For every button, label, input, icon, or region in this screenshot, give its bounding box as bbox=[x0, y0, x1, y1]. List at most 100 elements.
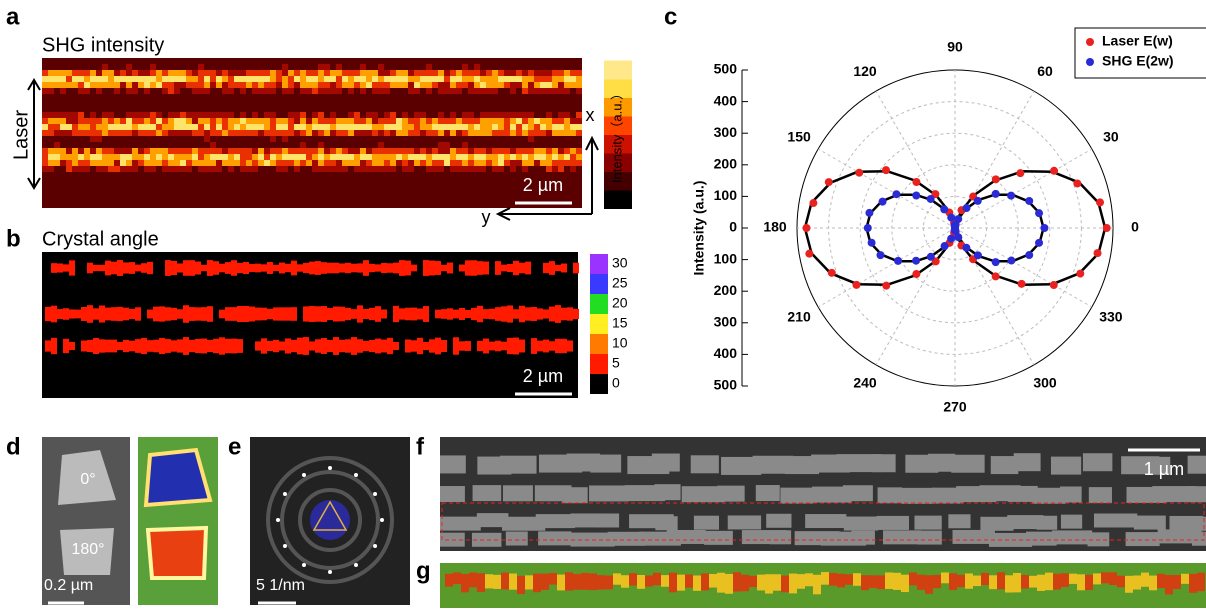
heat-pixel bbox=[84, 106, 90, 112]
heat-pixel bbox=[546, 118, 552, 124]
heat-pixel bbox=[108, 154, 114, 160]
heat-pixel bbox=[96, 142, 102, 148]
map-pixel bbox=[549, 572, 557, 585]
angle-pixel bbox=[435, 309, 441, 319]
heat-pixel bbox=[390, 58, 396, 64]
heat-pixel bbox=[180, 82, 186, 88]
panel-letter: d bbox=[6, 433, 21, 460]
heat-pixel bbox=[564, 58, 570, 64]
heat-pixel bbox=[96, 166, 102, 172]
heat-pixel bbox=[324, 58, 330, 64]
heat-pixel bbox=[120, 190, 126, 196]
heat-pixel bbox=[210, 136, 216, 142]
heat-pixel bbox=[504, 130, 510, 136]
heat-pixel bbox=[546, 64, 552, 70]
angle-pixel bbox=[537, 340, 543, 352]
heat-pixel bbox=[558, 100, 564, 106]
heat-pixel bbox=[438, 88, 444, 94]
flake bbox=[952, 529, 995, 544]
flake bbox=[666, 529, 706, 544]
heat-pixel bbox=[78, 142, 84, 148]
map-pixel bbox=[989, 575, 997, 590]
heat-pixel bbox=[330, 94, 336, 100]
heat-pixel bbox=[246, 112, 252, 118]
heat-pixel bbox=[408, 100, 414, 106]
heat-pixel bbox=[420, 160, 426, 166]
angle-pixel bbox=[555, 305, 561, 323]
flake bbox=[843, 516, 879, 531]
heat-pixel bbox=[66, 178, 72, 184]
heat-pixel bbox=[156, 178, 162, 184]
heat-pixel bbox=[72, 142, 78, 148]
heat-pixel bbox=[420, 154, 426, 160]
heat-pixel bbox=[222, 184, 228, 190]
heat-pixel bbox=[576, 106, 582, 112]
flake bbox=[440, 455, 466, 474]
heat-pixel bbox=[54, 112, 60, 118]
heat-pixel bbox=[174, 142, 180, 148]
heat-pixel bbox=[222, 76, 228, 82]
heat-pixel bbox=[348, 94, 354, 100]
heat-pixel bbox=[168, 154, 174, 160]
heat-pixel bbox=[168, 130, 174, 136]
heat-pixel bbox=[432, 94, 438, 100]
heat-pixel bbox=[132, 112, 138, 118]
heat-pixel bbox=[264, 202, 270, 208]
heat-pixel bbox=[522, 202, 528, 208]
angle-pixel bbox=[309, 261, 315, 275]
heat-pixel bbox=[432, 154, 438, 160]
heat-pixel bbox=[276, 196, 282, 202]
heat-pixel bbox=[90, 166, 96, 172]
angle-pixel bbox=[177, 339, 183, 353]
heat-pixel bbox=[210, 178, 216, 184]
heat-pixel bbox=[444, 160, 450, 166]
heat-pixel bbox=[288, 166, 294, 172]
heat-pixel bbox=[42, 136, 48, 142]
angle-pixel bbox=[201, 264, 207, 272]
heat-pixel bbox=[384, 166, 390, 172]
heat-pixel bbox=[246, 184, 252, 190]
heat-pixel bbox=[498, 76, 504, 82]
flake bbox=[877, 487, 903, 504]
heat-pixel bbox=[66, 172, 72, 178]
heat-pixel bbox=[444, 154, 450, 160]
heat-pixel bbox=[522, 124, 528, 130]
heat-pixel bbox=[294, 166, 300, 172]
heat-pixel bbox=[528, 154, 534, 160]
heat-pixel bbox=[348, 118, 354, 124]
heat-pixel bbox=[90, 118, 96, 124]
flake bbox=[538, 531, 572, 546]
heat-pixel bbox=[306, 124, 312, 130]
heat-pixel bbox=[144, 166, 150, 172]
heat-pixel bbox=[90, 172, 96, 178]
heat-pixel bbox=[162, 154, 168, 160]
heat-pixel bbox=[498, 154, 504, 160]
heat-pixel bbox=[108, 172, 114, 178]
heat-pixel bbox=[84, 154, 90, 160]
heat-pixel bbox=[534, 166, 540, 172]
heat-pixel bbox=[552, 166, 558, 172]
colorbar-step bbox=[604, 60, 632, 80]
legend-label: Laser E(w) bbox=[1102, 33, 1173, 49]
angle-pixel bbox=[465, 260, 471, 276]
heat-pixel bbox=[168, 190, 174, 196]
heat-pixel bbox=[288, 202, 294, 208]
flake bbox=[951, 454, 985, 473]
heat-pixel bbox=[558, 202, 564, 208]
heat-pixel bbox=[138, 172, 144, 178]
data-point bbox=[802, 224, 811, 232]
flake bbox=[872, 454, 896, 473]
flake bbox=[780, 487, 813, 504]
heat-pixel bbox=[138, 130, 144, 136]
heat-pixel bbox=[360, 196, 366, 202]
heat-pixel bbox=[174, 202, 180, 208]
heat-pixel bbox=[366, 178, 372, 184]
heat-pixel bbox=[72, 184, 78, 190]
heat-pixel bbox=[360, 64, 366, 70]
heat-pixel bbox=[72, 172, 78, 178]
heat-pixel bbox=[522, 154, 528, 160]
heat-pixel bbox=[552, 142, 558, 148]
heat-pixel bbox=[48, 178, 54, 184]
heat-pixel bbox=[288, 172, 294, 178]
colorbar-step bbox=[590, 334, 608, 354]
